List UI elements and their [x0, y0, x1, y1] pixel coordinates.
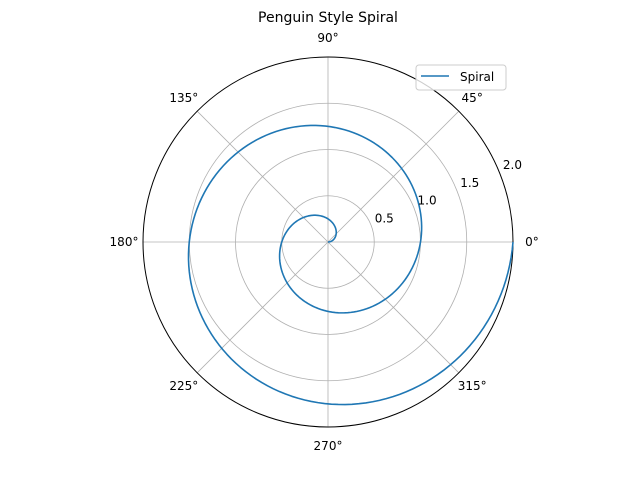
legend: Spiral [415, 64, 507, 91]
radial-tick-label: 0.5 [375, 211, 394, 225]
angular-gridline-1 [327, 110, 460, 243]
legend-label: Spiral [460, 70, 494, 84]
angle-tick-label: 45° [462, 91, 483, 105]
angular-gridline-5 [196, 241, 329, 374]
tick-labels: 0° 45° 90° 135° 180° 225° 270° 315° 0.5 1.0 1.5 2.0 [110, 31, 539, 453]
angular-gridline-7 [327, 241, 460, 374]
angle-tick-label: 315° [458, 379, 487, 393]
angle-tick-label: 180° [110, 235, 139, 249]
series-line-spiral [187, 124, 514, 406]
angle-tick-label: 225° [169, 379, 198, 393]
angle-tick-label: 90° [317, 31, 338, 45]
legend-frame [415, 64, 507, 91]
angle-tick-label: 270° [314, 439, 343, 453]
radial-tick-label: 1.0 [418, 194, 437, 208]
radial-tick-label: 2.0 [503, 158, 522, 172]
chart-title: Penguin Style Spiral [258, 10, 398, 26]
angle-tick-label: 0° [525, 235, 539, 249]
angular-gridline-3 [196, 110, 329, 243]
series-layer [187, 124, 514, 406]
angle-tick-label: 135° [169, 91, 198, 105]
radial-tick-label: 1.5 [460, 176, 479, 190]
